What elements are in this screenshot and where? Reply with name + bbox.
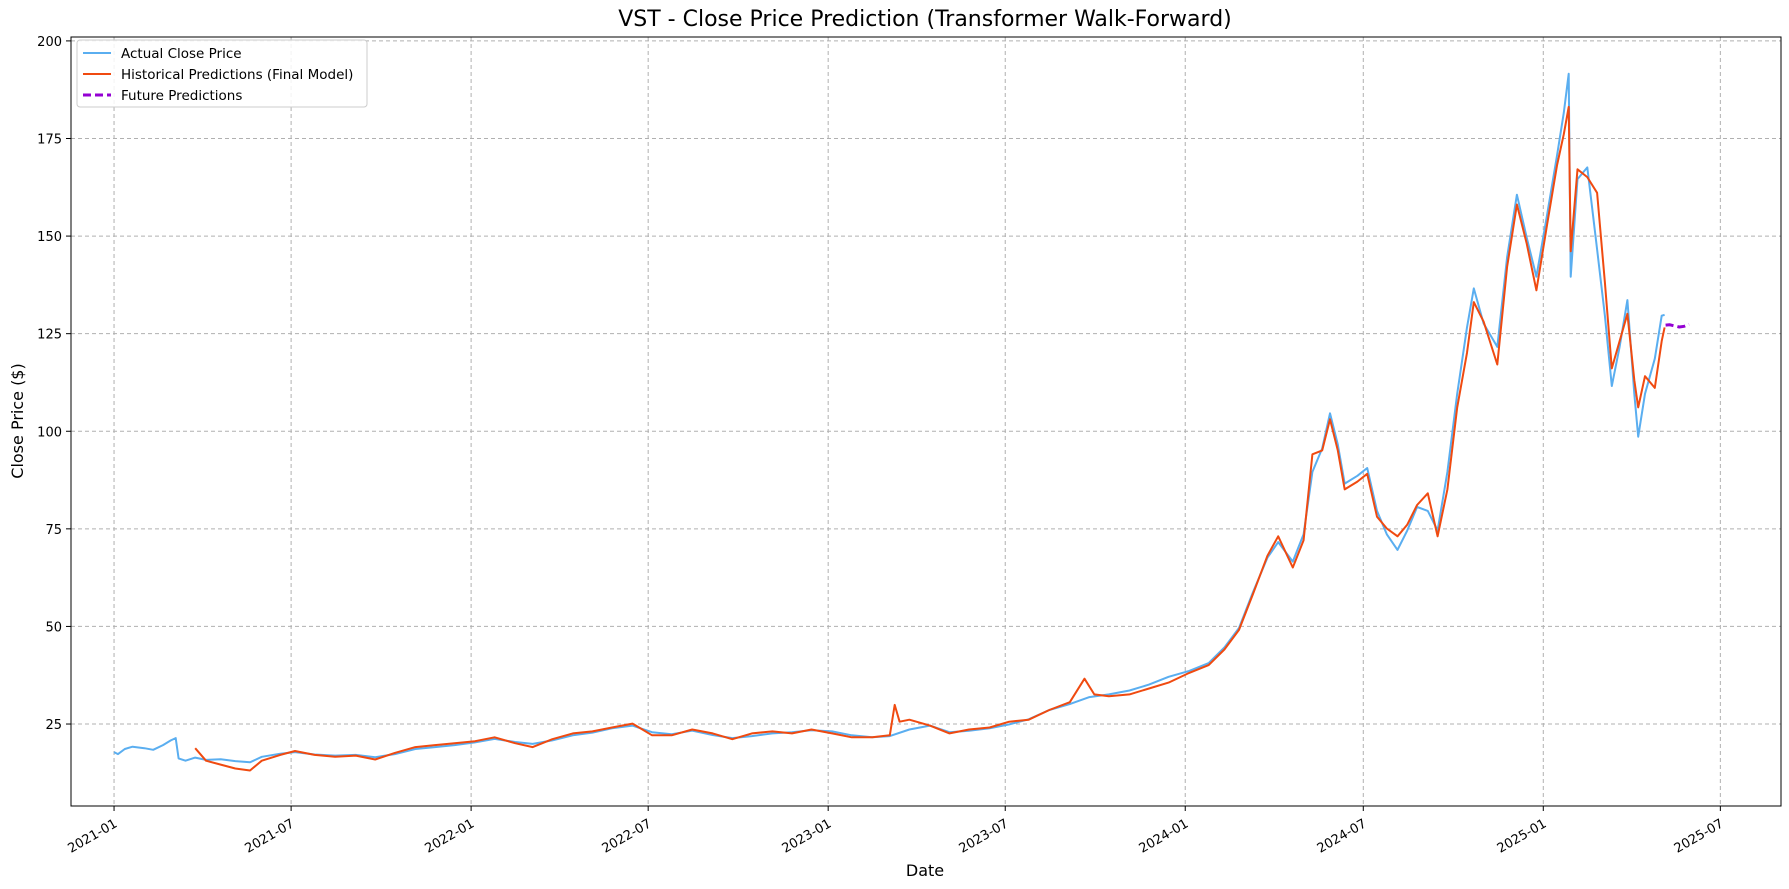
y-tick-label: 175	[37, 132, 62, 147]
y-axis-ticks: 25 50 75 100 125 150 175 200	[37, 35, 71, 733]
y-tick-label: 200	[37, 35, 62, 50]
chart-title: VST - Close Price Prediction (Transforme…	[618, 7, 1232, 32]
legend-label-historical: Historical Predictions (Final Model)	[121, 67, 353, 83]
y-tick-label: 50	[45, 620, 62, 635]
legend: Actual Close Price Historical Prediction…	[76, 39, 368, 108]
legend-label-future: Future Predictions	[121, 88, 242, 104]
legend-box	[76, 39, 368, 108]
historical-predictions-line	[194, 105, 1666, 772]
plot-frame	[70, 36, 1782, 807]
y-tick-label: 25	[45, 718, 62, 733]
series-lines	[113, 72, 1690, 772]
y-tick-label: 150	[37, 230, 62, 245]
y-tick-label: 75	[45, 523, 62, 538]
y-tick-label: 100	[37, 425, 62, 440]
y-axis-label: Close Price ($)	[8, 363, 27, 478]
y-tick-label: 125	[37, 328, 62, 343]
legend-label-actual: Actual Close Price	[121, 46, 242, 62]
future-predictions-line	[1665, 322, 1690, 329]
x-axis-label: Date	[906, 861, 944, 880]
